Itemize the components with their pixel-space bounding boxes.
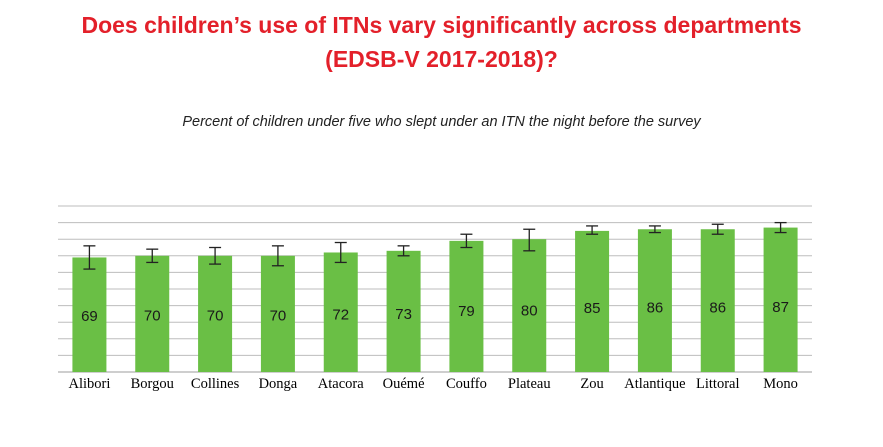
bar [637,229,672,372]
bar [449,240,484,372]
category-label: Atlantique [624,376,685,392]
title-line-2: (EDSB-V 2017-2018)? [325,46,558,72]
category-label: Couffo [446,376,487,392]
bar [575,230,610,372]
value-labels: 69 70 70 70 72 73 79 80 85 86 86 87 [81,299,789,325]
value-label: 87 [772,299,789,316]
bars [72,227,798,372]
error-bars [83,221,787,270]
bar [260,255,295,372]
value-label: 70 [270,308,287,325]
category-label: Plateau [508,376,551,392]
title-line-1: Does children’s use of ITNs vary signifi… [81,12,802,38]
category-label: Zou [580,376,603,392]
value-label: 86 [709,300,726,317]
category-labels: Alibori Borgou Collines Donga Atacora Ouémé Co… [68,376,797,392]
bar [72,257,107,372]
category-label: Mono [763,376,798,392]
value-label: 72 [332,307,349,324]
value-label: 73 [395,306,412,323]
value-label: 85 [584,300,601,317]
bar [323,252,358,372]
bar [198,255,233,372]
gridlines [58,205,812,373]
category-label: Collines [191,376,240,392]
bar [700,229,735,372]
bar [763,227,798,372]
chart-subtitle: Percent of children under five who slept… [182,114,701,130]
category-label: Alibori [68,376,110,392]
value-label: 79 [458,303,475,320]
category-label: Atacora [318,376,364,392]
bar [135,255,170,372]
value-label: 70 [144,308,161,325]
category-label: Donga [259,376,298,392]
bar [512,239,547,372]
value-label: 86 [647,300,664,317]
value-label: 70 [207,308,224,325]
chart-title: Does children’s use of ITNs vary signifi… [0,8,883,76]
category-label: Ouémé [383,376,425,392]
category-label: Borgou [131,376,174,392]
bar [386,250,421,372]
value-label: 80 [521,303,538,320]
value-label: 69 [81,308,98,325]
category-label: Littoral [696,376,740,392]
